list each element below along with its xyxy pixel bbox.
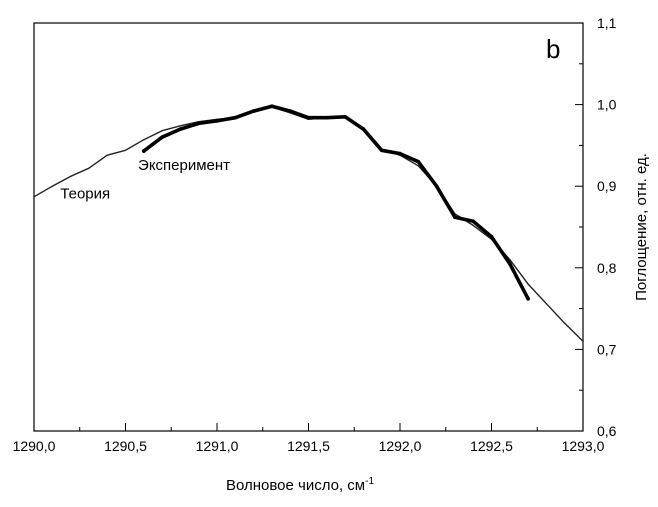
series-line-theory <box>33 106 584 342</box>
point-experiment <box>178 127 183 131</box>
series-layer <box>33 104 584 342</box>
annotation-label: Теория <box>60 185 110 202</box>
plot-frame <box>33 22 584 432</box>
x-axis-title-text: Волновое число, см <box>226 477 365 494</box>
x-tick-label: 1293,0 <box>562 438 605 454</box>
annotations: Теория Эксперимент <box>60 157 230 203</box>
point-experiment <box>270 104 274 108</box>
series-line-experiment <box>142 104 530 301</box>
point-experiment <box>526 297 530 301</box>
x-tick-label: 1292,5 <box>470 438 513 454</box>
point-experiment <box>251 109 256 113</box>
point-theory <box>143 139 145 141</box>
x-tick-label: 1290,5 <box>104 438 147 454</box>
y-axis: 0,6 0,7 0,8 0,9 1,0 1,1 <box>575 15 617 439</box>
point-experiment <box>288 109 293 113</box>
point-experiment <box>343 115 347 119</box>
point-theory <box>582 340 584 342</box>
point-experiment <box>142 149 146 153</box>
point-experiment <box>453 215 457 219</box>
point-experiment <box>416 159 421 164</box>
y-tick-label: 0,7 <box>597 341 617 357</box>
x-tick-label: 1291,0 <box>196 438 239 454</box>
point-theory <box>33 196 35 198</box>
y-tick-label: 0,8 <box>597 260 617 276</box>
x-axis-title-sup: -1 <box>365 476 374 487</box>
y-tick-label: 0,9 <box>597 178 617 194</box>
y-tick-label: 1,0 <box>597 97 617 113</box>
point-theory <box>564 322 566 324</box>
point-experiment <box>196 121 201 126</box>
point-theory <box>509 258 511 261</box>
x-tick-label: 1291,5 <box>287 438 330 454</box>
point-experiment <box>361 127 366 131</box>
point-theory <box>472 224 474 227</box>
point-experiment <box>215 119 219 123</box>
x-axis-title: Волновое число, см-1 <box>226 476 374 494</box>
point-experiment <box>233 115 238 120</box>
point-theory <box>527 283 529 285</box>
point-theory <box>51 185 53 187</box>
x-tick-label: 1292,0 <box>379 438 422 454</box>
point-experiment <box>398 151 402 156</box>
point-theory <box>88 167 90 169</box>
y-tick-label: 1,1 <box>597 15 617 31</box>
point-experiment <box>160 135 164 139</box>
point-theory <box>545 303 548 305</box>
point-theory <box>106 154 108 156</box>
y-axis-title: Поглощение, отн. ед. <box>633 153 650 301</box>
x-tick-label: 1290,0 <box>13 438 56 454</box>
point-experiment <box>306 115 311 120</box>
point-experiment <box>471 219 476 224</box>
point-theory <box>124 149 127 151</box>
point-theory <box>69 175 72 178</box>
point-theory <box>417 165 419 167</box>
y-tick-label: 0,6 <box>597 423 617 439</box>
point-experiment <box>489 235 494 239</box>
point-theory <box>161 130 163 132</box>
panel-label: b <box>546 34 560 64</box>
point-experiment <box>379 148 384 153</box>
point-experiment <box>434 184 439 188</box>
point-experiment <box>325 115 329 120</box>
x-axis: 1290,0 1290,5 1291,0 1291,5 1292,0 1292,5 1293… <box>13 423 605 454</box>
point-experiment <box>508 261 512 266</box>
annotation-label: Эксперимент <box>138 157 230 174</box>
point-theory <box>179 125 182 127</box>
